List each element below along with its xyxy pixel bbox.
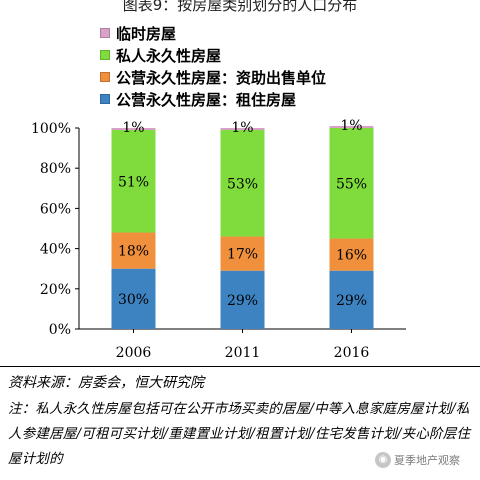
bar-segment xyxy=(329,125,374,128)
legend-swatch xyxy=(100,94,110,104)
legend-item-temporary: 临时房屋 xyxy=(100,22,326,44)
legend-swatch xyxy=(100,50,110,60)
data-label: 17% xyxy=(227,247,258,263)
legend-item-subsidised-sale: 公营永久性房屋：资助出售单位 xyxy=(100,66,326,88)
bar-segment xyxy=(111,232,156,269)
data-label: 29% xyxy=(336,293,367,309)
x-tick-label: 2016 xyxy=(334,345,370,360)
data-label: 51% xyxy=(118,174,149,190)
y-tick-label: 20% xyxy=(40,282,71,298)
bar-segment xyxy=(220,270,265,329)
x-tick-label: 2006 xyxy=(116,345,152,360)
bar-segment xyxy=(329,270,374,329)
y-tick-label: 100% xyxy=(31,121,71,137)
data-label: 18% xyxy=(118,244,149,260)
legend-label: 临时房屋 xyxy=(116,24,177,43)
y-tick-label: 80% xyxy=(40,161,71,177)
x-tick-label: 2011 xyxy=(225,345,261,360)
data-label: 1% xyxy=(340,118,362,134)
bar-segment xyxy=(111,130,156,233)
y-tick-label: 60% xyxy=(40,201,71,217)
bar-segment xyxy=(220,236,265,271)
bar-segment xyxy=(111,268,156,329)
data-label: 30% xyxy=(118,292,149,308)
legend-label: 公营永久性房屋：资助出售单位 xyxy=(116,68,327,87)
stacked-bar-chart: 0% 20% 40% 60% 80% 100% 30% 18% 51% 1% 2006 29% 17% 5… xyxy=(31,118,406,360)
bar-segment xyxy=(220,128,265,131)
data-label: 55% xyxy=(336,176,367,192)
bar-segment xyxy=(329,128,374,239)
watermark: ◉ 夏季地产观察 xyxy=(375,452,460,468)
data-label: 53% xyxy=(227,176,258,192)
legend-swatch xyxy=(100,28,110,38)
bar-segment xyxy=(329,238,374,271)
legend-item-public-rental: 公营永久性房屋：租住房屋 xyxy=(100,88,326,110)
watermark-text: 夏季地产观察 xyxy=(394,454,460,467)
legend-label: 私人永久性房屋 xyxy=(116,46,222,65)
data-label: 16% xyxy=(336,248,367,264)
legend: 临时房屋 私人永久性房屋 公营永久性房屋：资助出售单位 公营永久性房屋：租住房屋 xyxy=(100,22,326,110)
source-text: 资料来源：房委会，恒大研究院 xyxy=(8,375,204,391)
bar-segment xyxy=(220,130,265,237)
y-tick-label: 40% xyxy=(40,242,71,258)
y-tick-label: 0% xyxy=(49,322,71,338)
legend-swatch xyxy=(100,72,110,82)
wechat-icon: ◉ xyxy=(375,452,391,468)
note-text: 注：私人永久性房屋包括可在公开市场买卖的居屋/中等入息家庭房屋计划/私人参建居屋… xyxy=(8,401,471,467)
legend-item-private: 私人永久性房屋 xyxy=(100,44,326,66)
data-label: 29% xyxy=(227,293,258,309)
bar-segment xyxy=(111,128,156,131)
divider-line xyxy=(0,366,480,367)
data-label: 1% xyxy=(231,120,253,136)
data-label: 1% xyxy=(122,120,144,136)
legend-label: 公营永久性房屋：租住房屋 xyxy=(116,90,297,109)
chart-title: 图表9：按房屋类别划分的人口分布 xyxy=(122,0,358,14)
